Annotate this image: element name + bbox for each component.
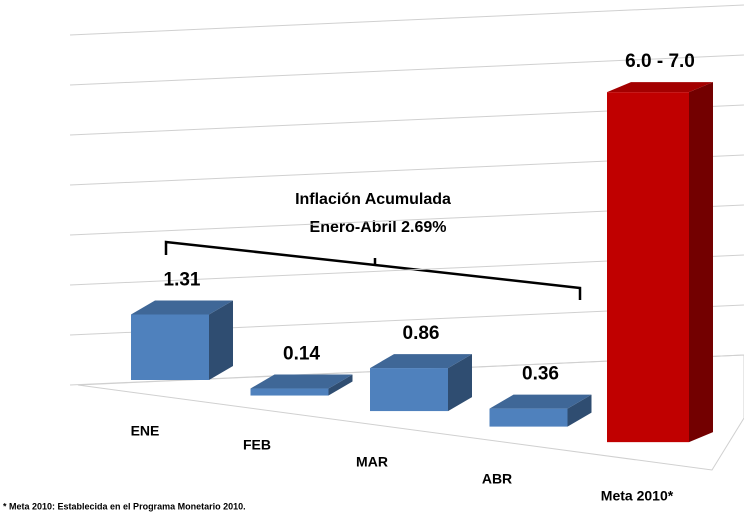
x-tick-label: MAR <box>356 454 388 470</box>
bracket <box>164 240 582 300</box>
value-label: 0.14 <box>283 344 320 365</box>
bar <box>607 92 689 443</box>
bar-side <box>567 394 592 427</box>
bar-side <box>209 300 233 380</box>
value-label: 0.86 <box>403 323 440 344</box>
bar-top <box>131 300 233 315</box>
grid-line <box>69 54 744 86</box>
footnote: * Meta 2010: Establecida en el Programa … <box>3 501 246 511</box>
bar <box>489 408 568 427</box>
value-label: 6.0 - 7.0 <box>625 51 695 72</box>
x-tick-label: ENE <box>131 423 160 439</box>
value-label: 1.31 <box>164 270 201 291</box>
bar-side <box>448 354 472 412</box>
bar <box>370 368 448 412</box>
x-tick-label: Meta 2010* <box>601 488 674 504</box>
bar-top <box>370 354 472 369</box>
bar-top <box>250 374 353 389</box>
bar-top <box>607 82 713 93</box>
grid-line <box>69 4 744 36</box>
bar-side <box>328 374 353 396</box>
annotation: Enero-Abril 2.69% <box>310 219 447 236</box>
annotation: Inflación Acumulada <box>295 191 451 208</box>
x-tick-label: ABR <box>482 471 512 487</box>
x-tick-label: FEB <box>243 437 271 453</box>
bar <box>250 388 329 396</box>
bar-side <box>689 82 713 443</box>
bar-top <box>489 394 592 409</box>
bar <box>131 314 209 380</box>
value-label: 0.36 <box>522 364 559 385</box>
